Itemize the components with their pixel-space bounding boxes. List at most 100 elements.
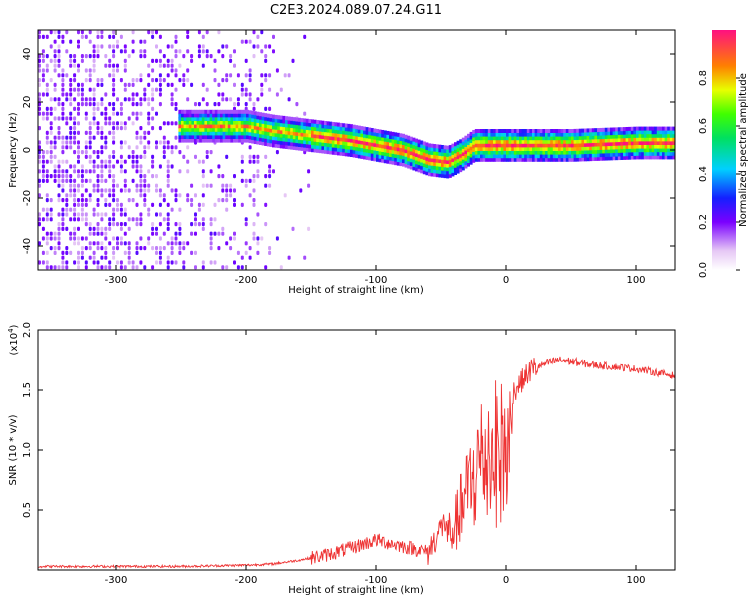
spectrogram-signal-cell [646, 155, 650, 160]
spectrogram-signal-cell [477, 157, 481, 162]
spectrogram-cell [287, 97, 291, 102]
spectrogram-signal-cell [646, 148, 650, 153]
spectrogram-signal-cell [365, 130, 369, 135]
spectrogram-signal-cell [607, 127, 611, 132]
spectrogram-cell [104, 135, 108, 140]
spectrogram-signal-cell [402, 162, 405, 167]
spectrogram-signal-cell [417, 139, 421, 144]
spectrogram-signal-cell [490, 143, 494, 148]
spectrogram-cell [92, 116, 96, 121]
spectrogram-cell [158, 222, 162, 227]
spectrogram-signal-cell [212, 135, 216, 139]
spectrogram-signal-cell [376, 132, 379, 137]
spectrogram-signal-cell [428, 168, 431, 173]
spectrogram-cell [108, 188, 112, 193]
spectrogram-signal-cell [287, 145, 291, 150]
spectrogram-cell [197, 44, 201, 49]
spectrogram-signal-cell [597, 156, 600, 161]
spectrogram-cell [283, 193, 287, 198]
spectrogram-cell [41, 250, 45, 255]
spectrogram-signal-cell [664, 137, 668, 142]
spectrogram-cell [65, 116, 69, 121]
spectrogram-signal-cell [300, 125, 304, 130]
spectrogram-signal-cell [274, 136, 278, 141]
spectrogram-cell [131, 178, 135, 183]
spectrogram-cell [41, 68, 45, 73]
spectrogram-signal-cell [610, 149, 613, 154]
spectrogram-cell [162, 154, 166, 159]
spectrogram-cell [252, 30, 256, 35]
spectrogram-signal-cell [298, 143, 301, 147]
spectrogram-signal-cell [422, 163, 426, 168]
spectrogram-cell [73, 87, 77, 92]
spectrogram-signal-cell [643, 133, 647, 138]
spectrogram-signal-cell [305, 133, 309, 138]
spectrogram-cell [84, 145, 88, 150]
spectrogram-signal-cell [272, 121, 275, 126]
spectrogram-signal-cell [279, 144, 283, 149]
spectrogram-cell [217, 92, 221, 97]
spectrogram-cell [182, 73, 186, 78]
spectrogram-signal-cell [576, 150, 580, 155]
spectrogram-signal-cell [394, 161, 398, 166]
spectrogram-signal-cell [487, 154, 491, 159]
spectrogram-cell [143, 97, 147, 102]
spectrogram-signal-cell [272, 132, 275, 137]
spectrogram-signal-cell [617, 138, 621, 143]
spectrogram-cell [135, 78, 139, 83]
spectrogram-cell [240, 154, 244, 159]
spectrogram-cell [303, 255, 307, 260]
spectrogram-signal-cell [425, 156, 429, 161]
spectrogram-signal-cell [344, 141, 348, 146]
spectrogram-signal-cell [443, 148, 447, 153]
spectrogram-cell [135, 265, 139, 270]
spectrogram-signal-cell [448, 145, 452, 150]
spectrogram-cell [123, 140, 127, 145]
spectrogram-signal-cell [534, 129, 538, 133]
spectrogram-cell [88, 39, 92, 44]
spectrogram-signal-cell [311, 137, 314, 142]
spectrogram-cell [205, 54, 209, 59]
spectrogram-signal-cell [417, 157, 421, 162]
spectrogram-signal-cell [321, 131, 325, 136]
spectrogram-cell [38, 97, 41, 102]
spectrogram-cell [57, 102, 61, 107]
spectrogram-signal-cell [451, 154, 455, 159]
spectrogram-cell [139, 135, 143, 140]
spectrogram-cell [100, 82, 104, 87]
spectrogram-signal-cell [456, 140, 460, 145]
spectrogram-signal-cell [490, 136, 494, 141]
spectrogram-cell [108, 73, 112, 78]
spectrogram-cell [166, 178, 170, 183]
y-tick-label: 0 [22, 147, 33, 153]
spectrogram-cell [69, 217, 73, 222]
spectrogram-signal-cell [264, 113, 268, 118]
spectrogram-signal-cell [290, 120, 294, 125]
spectrogram-signal-cell [435, 169, 439, 174]
spectrogram-signal-cell [350, 124, 353, 129]
spectrogram-cell [147, 111, 151, 116]
spectrogram-cell [104, 106, 108, 111]
spectrogram-cell [112, 102, 116, 107]
spectrogram-signal-cell [329, 136, 333, 141]
spectrogram-signal-cell [428, 157, 431, 162]
spectrogram-cell [170, 207, 174, 212]
spectrogram-signal-cell [363, 126, 366, 131]
spectrogram-signal-cell [199, 138, 203, 143]
spectrogram-signal-cell [480, 139, 483, 144]
spectrogram-signal-cell [246, 124, 249, 129]
spectrogram-cell [80, 183, 84, 188]
spectrogram-signal-cell [656, 137, 660, 142]
spectrogram-signal-cell [461, 166, 465, 171]
spectrogram-cell [61, 217, 65, 222]
spectrogram-signal-cell [292, 135, 296, 140]
spectrogram-cell [143, 198, 147, 203]
spectrogram-signal-cell [464, 153, 468, 158]
spectrogram-signal-cell [334, 125, 338, 130]
spectrogram-cell [197, 207, 201, 212]
spectrogram-signal-cell [264, 134, 268, 139]
spectrogram-signal-cell [576, 139, 580, 144]
spectrogram-signal-cell [235, 109, 239, 114]
spectrogram-signal-cell [633, 141, 637, 146]
spectrogram-signal-cell [604, 127, 608, 132]
